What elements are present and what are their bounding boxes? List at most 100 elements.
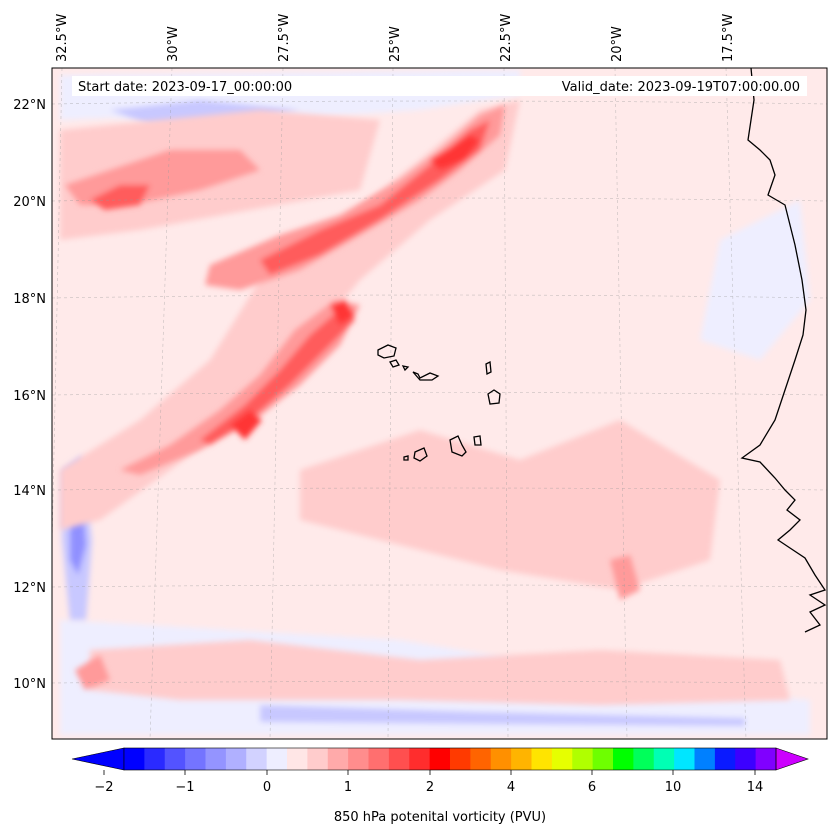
island-santiago — [449, 435, 467, 457]
deepest-core-1 — [330, 300, 355, 325]
colorbar-cell — [348, 748, 370, 770]
colorbar-ticks — [103, 770, 756, 775]
filament-lower — [120, 300, 360, 475]
map-frame — [51, 67, 828, 740]
colorbar-cell — [572, 748, 594, 770]
lon-tick-label: 22.5°W — [499, 14, 514, 62]
island-sao-nicolau — [412, 371, 440, 381]
colorbar-cell — [755, 748, 777, 770]
lat-tick-label: 18°N — [13, 292, 46, 307]
colorbar-cell — [307, 748, 329, 770]
northwest-core — [90, 185, 150, 210]
colorbar-tick-label: −1 — [175, 780, 194, 795]
colorbar-cell — [266, 748, 288, 770]
colorbar-cell — [714, 748, 736, 770]
colorbar-cell — [205, 748, 227, 770]
colorbar-cell — [653, 748, 675, 770]
colorbar-cell — [164, 748, 186, 770]
lon-tick-label: 30°W — [166, 26, 181, 62]
parallel-14n — [52, 487, 827, 491]
colorbar-cells — [124, 748, 777, 770]
deepest-core-3 — [230, 410, 262, 440]
lat-tick-label: 22°N — [13, 98, 46, 113]
parallel-10n — [52, 681, 827, 684]
lon-tick-label: 17.5°W — [721, 14, 736, 62]
colorbar-cell — [388, 748, 410, 770]
meridian-30w — [149, 68, 173, 739]
parallel-22n — [52, 100, 827, 105]
colorbar-tick-label: 6 — [588, 780, 596, 795]
island-sal — [485, 360, 492, 376]
lon-tick-label: 20°W — [610, 26, 625, 62]
parallel-16n — [52, 392, 827, 396]
colorbar-cell — [694, 748, 716, 770]
core-lower — [200, 305, 355, 445]
longitude-axis: 32.5°W 30°W 27.5°W 25°W 22.5°W 20°W 17.5… — [55, 14, 736, 62]
colorbar-tick-label: −2 — [94, 780, 113, 795]
colorbar-cell — [613, 748, 634, 770]
lon-tick-label: 25°W — [388, 26, 403, 62]
graticule — [52, 68, 827, 739]
lat-tick-label: 10°N — [13, 677, 46, 692]
colorbar-cell — [490, 748, 512, 770]
colorbar-tick-label: 10 — [665, 780, 682, 795]
island-fogo — [413, 447, 428, 462]
colorbar-cell — [368, 748, 390, 770]
meridian-25w — [387, 68, 394, 739]
colorbar-cell — [144, 748, 166, 770]
lat-tick-label: 14°N — [13, 484, 46, 499]
latitude-axis: 22°N 20°N 18°N 16°N 14°N 12°N 10°N — [13, 98, 46, 692]
island-santo-antao — [377, 344, 397, 359]
deepest-core-2 — [430, 135, 480, 170]
south-east-blob — [610, 555, 640, 600]
colorbar-tick-label: 0 — [263, 780, 271, 795]
colorbar-over-arrow — [775, 747, 809, 771]
colorbar-under-arrow — [71, 747, 125, 771]
colorbar-cell — [287, 748, 308, 770]
colorbar-tick-label: 4 — [507, 780, 515, 795]
colorbar-tick-label: 1 — [344, 780, 352, 795]
date-header: Start date: 2023-09-17_00:00:00 Valid_da… — [72, 76, 807, 96]
meridian-22-5w — [503, 68, 509, 739]
colorbar-cell — [124, 748, 145, 770]
colorbar-cell — [633, 748, 655, 770]
colorbar-title: 850 hPa potenital vorticity (PVU) — [334, 810, 546, 825]
colorbar-cell — [551, 748, 573, 770]
colorbar-tick-label: 14 — [747, 780, 764, 795]
colorbar-cell — [409, 748, 431, 770]
colorbar-cell — [429, 748, 451, 770]
parallel-12n — [52, 584, 827, 588]
core-upper — [260, 120, 490, 275]
filament-upper — [205, 105, 505, 290]
lat-tick-label: 12°N — [13, 581, 46, 596]
coastlines — [377, 68, 827, 633]
southwest-blob — [75, 655, 110, 690]
colorbar-cell — [185, 748, 207, 770]
lon-tick-label: 32.5°W — [55, 14, 70, 62]
light-pv-central — [300, 420, 720, 590]
colorbar-cell — [327, 748, 349, 770]
island-maio — [473, 435, 482, 446]
light-pv-south — [90, 640, 790, 705]
start-date-label: Start date: 2023-09-17_00:00:00 — [78, 80, 292, 95]
lon-tick-label: 27.5°W — [277, 14, 292, 62]
colorbar-cell — [531, 748, 553, 770]
colorbar-cell — [225, 748, 247, 770]
colorbar-cell — [674, 748, 696, 770]
positive-pv-strong-regions — [65, 105, 640, 690]
parallel-18n — [52, 294, 827, 299]
colorbar-tick-label: 2 — [426, 780, 434, 795]
colorbar-tick-labels: −2 −1 0 1 2 4 6 10 14 — [94, 780, 763, 795]
meridian-17-5w — [725, 68, 747, 739]
island-sao-vicente — [389, 359, 400, 368]
colorbar-cell — [735, 748, 757, 770]
valid-date-label: Valid_date: 2023-09-19T07:00:00.00 — [562, 80, 800, 95]
island-brava — [403, 455, 409, 461]
colorbar: −2 −1 0 1 2 4 6 10 14 850 hPa potenital … — [71, 747, 809, 825]
colorbar-cell — [592, 748, 614, 770]
island-santa-luzia — [401, 365, 410, 372]
colorbar-cell — [246, 748, 268, 770]
meridian-20w — [614, 68, 628, 739]
lat-tick-label: 16°N — [13, 389, 46, 404]
